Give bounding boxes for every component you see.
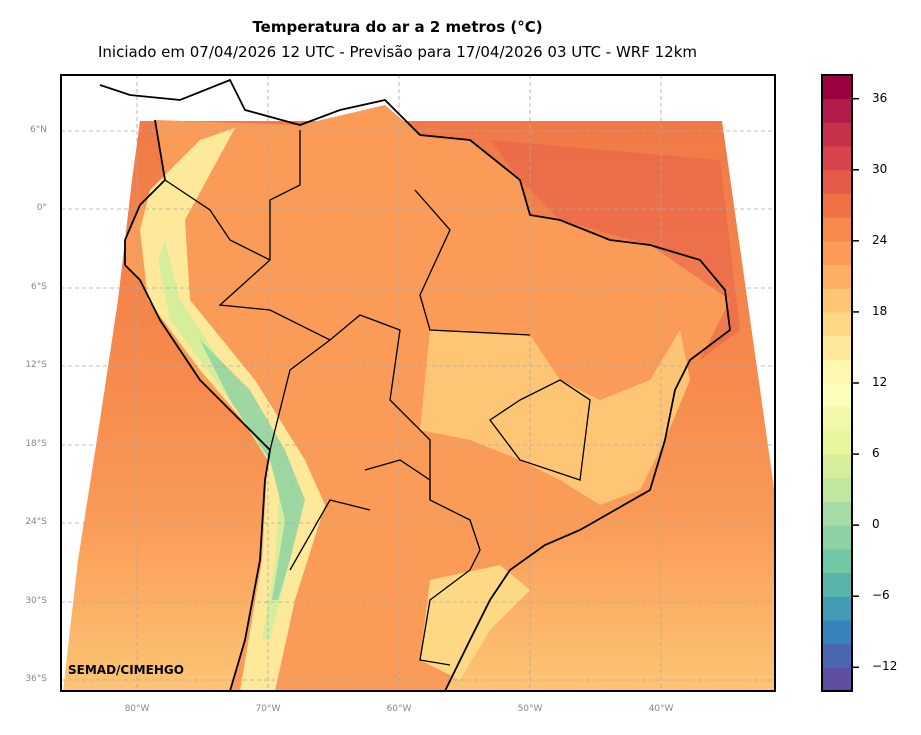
lat-label: 6°S: [31, 282, 47, 292]
map-frame: [60, 74, 776, 692]
lat-label: 30°S: [25, 596, 47, 606]
colorbar-bin: [822, 454, 852, 479]
colorbar-bin: [822, 667, 852, 692]
lon-label: 60°W: [386, 704, 412, 714]
colorbar-bin: [822, 477, 852, 502]
lat-label: 18°S: [25, 439, 47, 449]
colorbar-tick-label: 6: [872, 446, 880, 461]
map-title: Temperatura do ar a 2 metros (°C): [252, 18, 543, 36]
lat-label: 12°S: [25, 360, 47, 370]
credit-label: SEMAD/CIMEHGO: [68, 663, 184, 677]
north-warm-area: [490, 140, 740, 360]
colorbar-bin: [822, 383, 852, 408]
coastlines: [99, 78, 731, 691]
colorbar-bin: [822, 430, 852, 455]
colorbar-bin: [822, 98, 852, 123]
lat-label: 0°: [36, 203, 47, 213]
colorbar-bin: [822, 406, 852, 431]
colorbar-tick-label: 24: [872, 232, 888, 247]
colorbar-bin: [822, 288, 852, 313]
colorbar-bin: [822, 75, 852, 100]
colorbar-bin: [822, 146, 852, 171]
colorbar-bin: [822, 264, 852, 289]
colorbar-bin: [822, 217, 852, 242]
colorbar-bin: [822, 501, 852, 526]
colorbar-tick-label: 0: [872, 517, 880, 532]
colorbar-bin: [822, 122, 852, 147]
graticule: [61, 75, 775, 691]
south-cooler-area: [420, 565, 530, 680]
colorbar-tick-label: −6: [872, 588, 890, 603]
colorbar-bin: [822, 548, 852, 574]
lat-label: 36°S: [25, 674, 47, 684]
lon-label: 50°W: [517, 704, 543, 714]
colorbar-bin: [822, 240, 852, 266]
colorbar-bin: [822, 359, 852, 384]
colorbar-bin: [822, 525, 852, 550]
colorbar-bin: [822, 619, 852, 645]
colorbar-tick-label: 18: [872, 303, 888, 318]
lon-label: 70°W: [255, 704, 281, 714]
colorbar-tick-label: 36: [872, 90, 888, 105]
colorbar: [822, 75, 852, 692]
colorbar-ticks: [852, 97, 859, 669]
colorbar-bin: [822, 335, 852, 360]
borders: [164, 130, 591, 666]
colorbar-bin: [822, 572, 852, 597]
colorbar-tick-label: −12: [872, 659, 898, 674]
colorbar-tick-label: 30: [872, 161, 888, 176]
colorbar-bin: [822, 311, 852, 337]
colorbar-bin: [822, 596, 852, 621]
lon-label: 40°W: [648, 704, 674, 714]
colorbar-tick-label: 12: [872, 375, 888, 389]
colorbar-bin: [822, 643, 852, 668]
lat-label: 6°N: [30, 125, 47, 135]
lat-label: 24°S: [25, 517, 47, 527]
map-subtitle: Iniciado em 07/04/2026 12 UTC - Previsão…: [97, 43, 698, 61]
interior-cooler-area: [420, 330, 690, 505]
colorbar-bin: [822, 193, 852, 218]
colorbar-bin: [822, 169, 852, 194]
lon-label: 80°W: [124, 704, 150, 714]
